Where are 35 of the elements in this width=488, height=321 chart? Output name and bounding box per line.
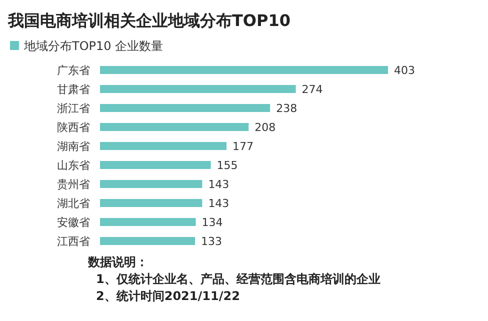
y-tick-label: 湖北省 [57, 197, 90, 210]
data-label: 177 [232, 140, 254, 153]
data-label: 134 [202, 216, 223, 229]
y-tick-label: 江西省 [57, 235, 90, 248]
data-label: 133 [201, 235, 222, 248]
bar [100, 104, 270, 112]
y-tick-label: 广东省 [57, 64, 90, 77]
data-label: 155 [216, 159, 238, 172]
legend-label: 地域分布TOP10 企业数量 [23, 39, 164, 53]
y-tick-label: 安徽省 [57, 216, 90, 229]
y-tick-label: 贵州省 [57, 178, 90, 191]
bar [100, 161, 211, 169]
data-label: 143 [208, 178, 230, 191]
text: 1、仅统计企业名、产品、经营范围含电商培训的企业 [96, 272, 380, 286]
data-label: 143 [208, 197, 230, 210]
data-label: 208 [254, 121, 276, 134]
bar [100, 66, 388, 74]
y-tick-label: 湖南省 [57, 140, 90, 153]
bar [100, 199, 202, 207]
bar [100, 180, 202, 188]
y-tick-label: 甘肃省 [57, 83, 90, 96]
text: 2、统计时间2021/11/22 [96, 289, 240, 303]
data-label: 403 [394, 64, 415, 77]
y-tick-label: 山东省 [57, 159, 90, 172]
bar [100, 237, 196, 245]
data-label: 238 [276, 102, 298, 115]
bar [100, 85, 296, 93]
bar [100, 142, 226, 150]
y-tick-label: 陕西省 [57, 121, 90, 134]
bar [100, 218, 196, 226]
y-tick-label: 浙江省 [57, 102, 90, 115]
data-label: 274 [302, 83, 323, 96]
text: 数据说明： [87, 255, 148, 269]
bar [100, 123, 249, 131]
chart-title: 我国电商培训相关企业地域分布TOP10 [7, 11, 291, 30]
